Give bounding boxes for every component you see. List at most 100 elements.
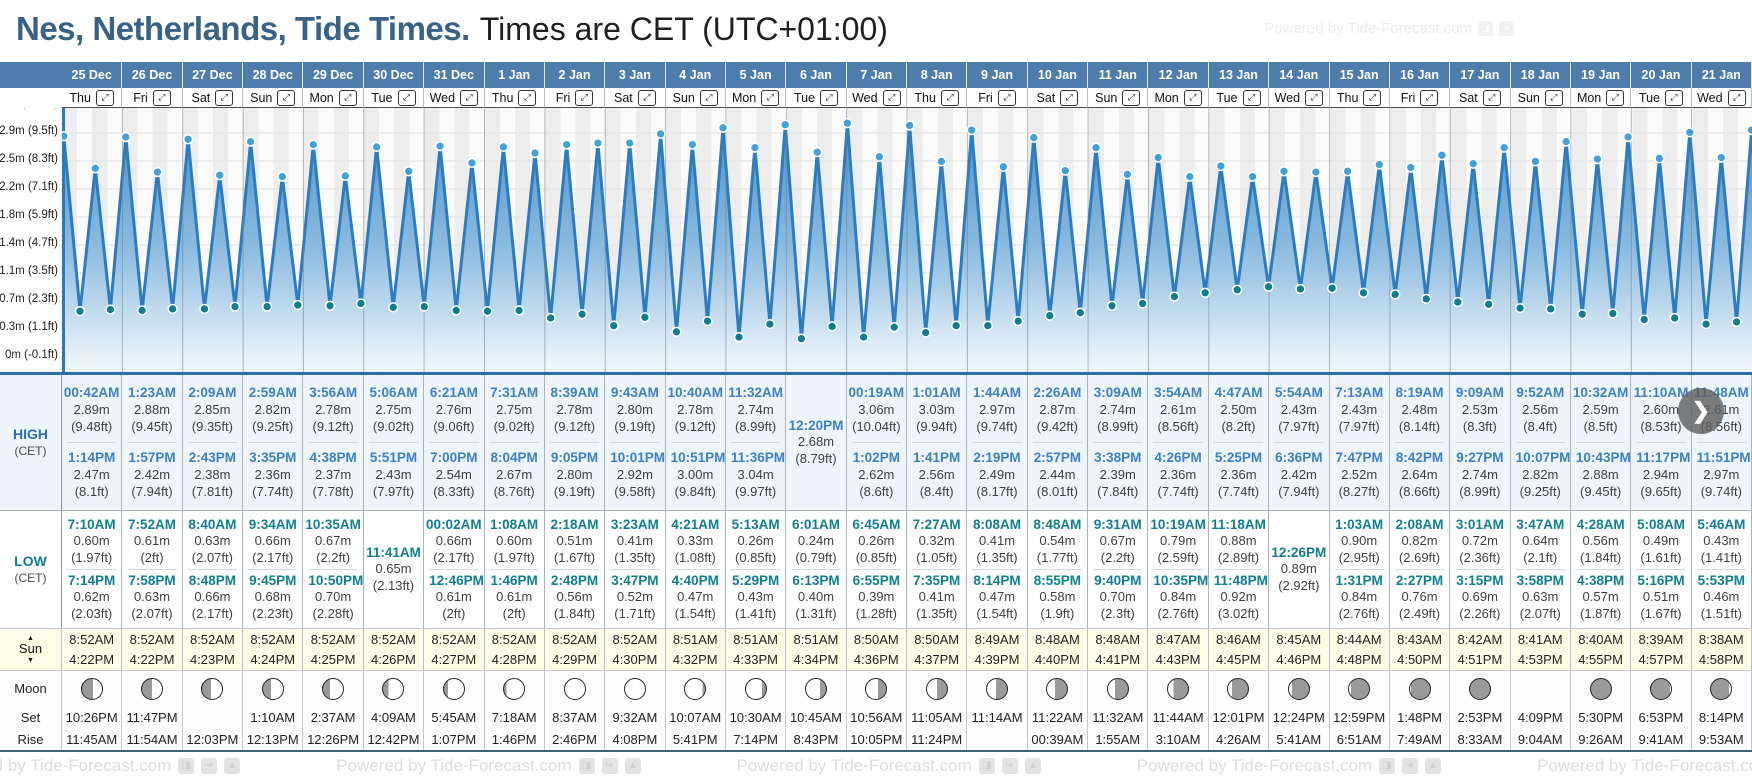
low-tide-cell: 10:19AM 0.79m (2.59ft) 10:35PM 0.84m (2.76ft) [1148,511,1209,628]
tide-height-m: 2.42m [1280,466,1317,482]
expand-day-button[interactable]: ⤢ [460,89,479,106]
high-tide-entry: 2:59AM 2.82m (9.25ft) [243,378,302,442]
date-cell: 20 Jan [1631,62,1692,88]
tide-height-m: 3.06m [858,401,895,417]
expand-day-button[interactable]: ⤢ [1420,89,1439,106]
expand-day-button[interactable]: ⤢ [882,89,901,106]
moon-phase-icon [382,677,405,700]
expand-day-button[interactable]: ⤢ [1183,89,1202,106]
moonrise-cell: 1:46PM [485,728,545,750]
tide-height-ft: (8.2ft) [1221,418,1256,434]
tide-time: 1:08AM [490,516,539,532]
expand-day-button[interactable]: ⤢ [637,89,656,106]
tide-height-ft: (9.25ft) [1519,483,1561,499]
tide-time: 2:26AM [1033,385,1082,401]
expand-day-button[interactable]: ⤢ [1665,89,1683,106]
dow-label: Sun [1517,90,1540,105]
sun-down-icon[interactable]: ▼ [27,656,34,664]
tide-height-m: 0.70m [315,589,352,605]
expand-day-button[interactable]: ⤢ [1305,89,1324,106]
dow-label: Thu [1336,90,1359,105]
expand-day-button[interactable]: ⤢ [761,89,780,106]
expand-day-button[interactable]: ⤢ [1060,89,1079,106]
expand-day-button[interactable]: ⤢ [1482,89,1501,106]
expand-day-button[interactable]: ⤢ [820,89,838,106]
sun-up-icon[interactable]: ▲ [27,635,34,643]
tide-time: 10:35PM [1153,572,1209,588]
low-tide-cell: 5:46AM 0.43m (1.41ft) 5:53PM 0.46m (1.51ft) [1692,511,1752,628]
tide-height-ft: (8.66ft) [1398,483,1441,499]
tide-time: 6:01AM [791,516,840,532]
y-axis-label: 0.3m (1.1ft) [0,321,58,333]
dow-cell: Mon ⤢ [1148,88,1209,108]
tide-height-m: 0.66m [254,533,291,549]
expand-day-button[interactable]: ⤢ [338,89,357,106]
expand-day-button[interactable]: ⤢ [1363,89,1382,106]
moon-phase-icon [925,677,948,700]
tide-time: 4:28AM [1576,516,1625,532]
dow-cell: Sat ⤢ [605,88,666,108]
watermark-logo-icon: ◨ [978,758,995,774]
expand-day-button[interactable]: ⤢ [1242,89,1261,106]
low-tide-entry: 7:14PM 0.62m (2.03ft) [67,569,117,625]
low-tide-cell: 5:13AM 0.26m (0.85ft) 5:29PM 0.43m (1.41ft) [726,511,787,628]
tide-height-m: 0.39m [858,589,895,605]
tide-height-ft: (2.28ft) [312,606,354,622]
moon-cell [1028,671,1089,706]
expand-day-button[interactable]: ⤢ [397,89,416,106]
high-label-text: HIGH [13,426,48,443]
row-rise: Rise 11:45AM 11:54AM 12:03PM 12:13PM 12:26PM… [0,728,1752,750]
expand-day-button[interactable]: ⤢ [215,89,234,106]
moon-cell [1692,671,1752,706]
date-cell: 28 Dec [243,62,304,88]
low-tide-entry: 4:28AM 0.56m (1.84ft) [1571,514,1630,569]
dow-cell: Tue ⤢ [1208,88,1270,108]
y-axis-label: 2.2m (7.1ft) [0,181,58,193]
moonset-cell: 1:48PM [1390,706,1451,728]
moonrise-cell: 7:49AM [1390,728,1451,750]
next-days-button[interactable]: ❯ [1678,388,1724,434]
expand-day-button[interactable]: ⤢ [575,89,594,106]
tide-time: 9:45PM [249,572,297,588]
expand-day-button[interactable]: ⤢ [1122,89,1141,106]
expand-day-button[interactable]: ⤢ [152,89,171,106]
moon-cell [1390,671,1451,706]
low-tide-entry: 2:48PM 0.56m (1.84ft) [549,569,600,625]
expand-day-button[interactable]: ⤢ [518,89,537,106]
moon-phase-icon [1649,677,1672,700]
expand-day-button[interactable]: ⤢ [1544,89,1563,106]
watermark-text: Powered by Tide-Forecast.com [0,756,172,775]
tide-height-m: 3.04m [737,466,774,482]
high-tide-entry: 1:02PM 2.62m (8.6ft) [851,442,901,507]
expand-day-button[interactable]: ⤢ [997,89,1016,106]
expand-day-button[interactable]: ⤢ [95,89,114,106]
moonrise-cell: 8:33AM [1450,728,1511,750]
sun-row-label[interactable]: ▲ Sun ▼ [0,629,62,670]
low-tide-entry: 7:35PM 0.41m (1.35ft) [912,569,962,625]
tide-time: 8:40AM [188,516,237,532]
tide-height-m: 2.49m [978,466,1016,482]
tide-height-ft: (8.27ft) [1338,483,1380,499]
expand-day-button[interactable]: ⤢ [1727,89,1746,106]
expand-day-button[interactable]: ⤢ [940,89,959,106]
tide-time: 5:06AM [369,385,418,401]
date-cell: 21 Jan [1692,62,1752,88]
expand-day-button[interactable]: ⤢ [1606,89,1625,106]
low-tide-cell: 5:08AM 0.49m (1.61ft) 5:16PM 0.51m (1.67ft) [1631,511,1692,628]
expand-day-button[interactable]: ⤢ [277,89,296,106]
dow-cell: Wed ⤢ [1691,88,1752,108]
dow-cell: Sat ⤢ [1027,88,1089,108]
watermark-logo-icon: ▲ [624,758,641,774]
tide-height-ft: (8.14ft) [1398,418,1441,434]
low-tide-entry: 7:27AM 0.32m (1.05ft) [907,514,966,569]
sunset-time: 4:41PM [1095,651,1141,667]
expand-day-button[interactable]: ⤢ [699,89,718,106]
sunrise-time: 8:52AM [612,632,658,647]
tide-time: 7:14PM [68,572,116,588]
tide-height-ft: (8.56ft) [1157,418,1199,434]
dow-label: Mon [309,90,334,105]
moon-phase-icon [804,677,827,700]
tide-height-m: 2.64m [1401,466,1438,482]
tide-height-m: 0.69m [1461,589,1498,605]
low-tide-entry: 10:35AM 0.67m (2.2ft) [303,514,362,569]
